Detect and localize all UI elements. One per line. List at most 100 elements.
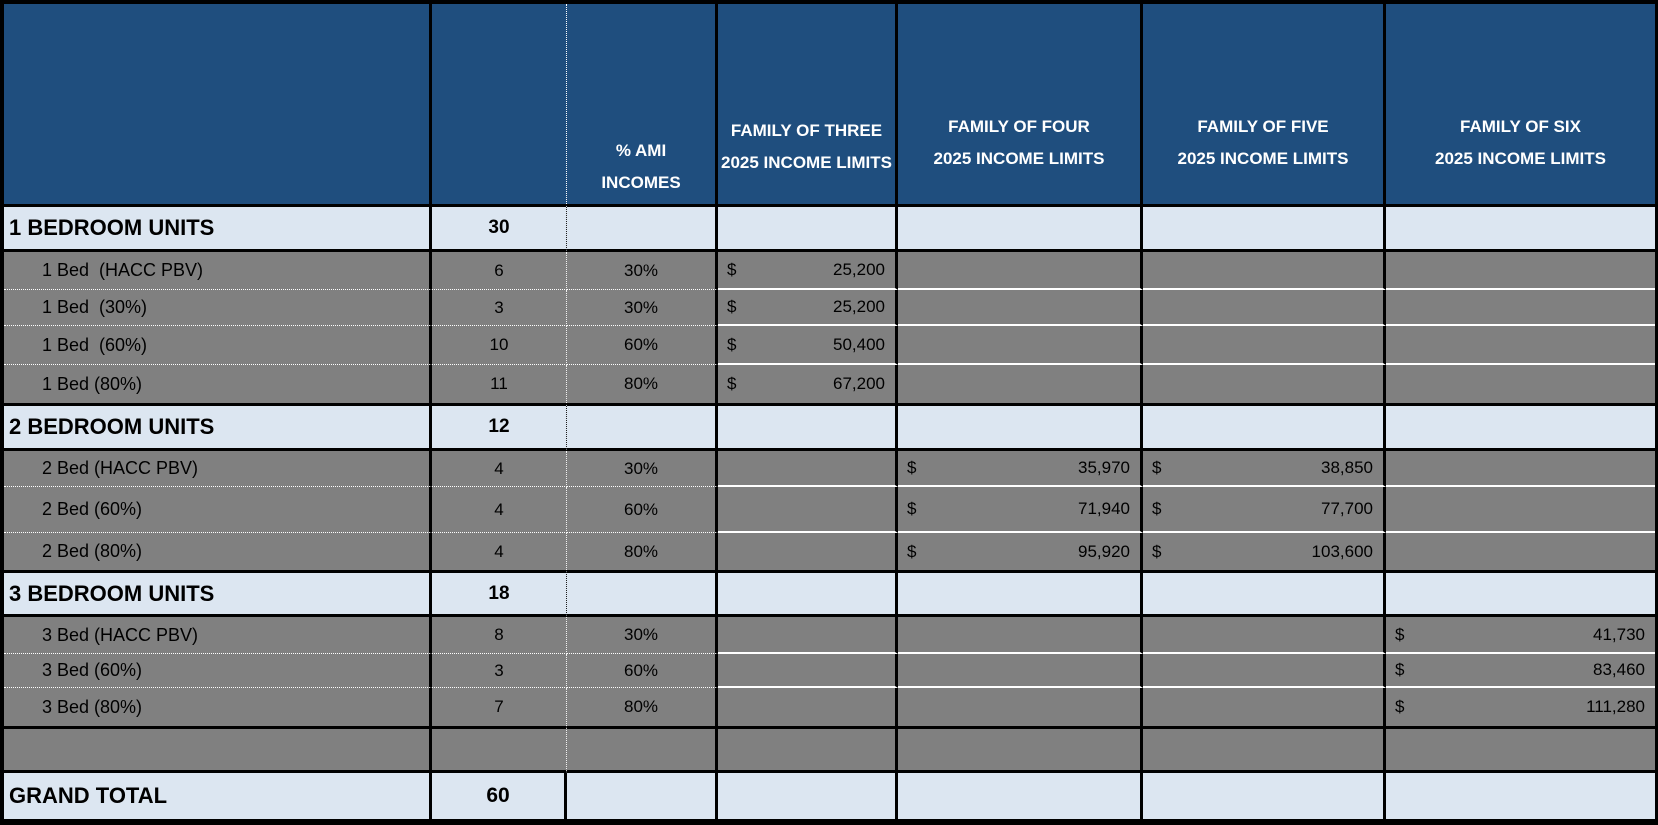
f3-cell[interactable]: $67,200	[718, 365, 898, 403]
unit-count[interactable]: 4	[432, 451, 567, 487]
f4-cell[interactable]	[898, 204, 1143, 252]
f3-cell[interactable]	[718, 773, 898, 819]
section-count[interactable]: 18	[432, 570, 567, 617]
unit-count[interactable]: 4	[432, 533, 567, 570]
f5-cell[interactable]: $38,850	[1143, 451, 1386, 487]
section-label[interactable]: 1 BEDROOM UNITS	[4, 204, 432, 252]
f6-cell[interactable]	[1386, 252, 1655, 290]
section-label[interactable]: 3 BEDROOM UNITS	[4, 570, 432, 617]
f3-cell[interactable]	[718, 533, 898, 570]
ami-cell[interactable]: 30%	[567, 617, 718, 654]
f4-cell[interactable]: $35,970	[898, 451, 1143, 487]
ami-cell[interactable]	[567, 403, 718, 451]
f3-cell[interactable]	[718, 403, 898, 451]
f3-cell[interactable]	[718, 487, 898, 533]
section-label[interactable]: 2 BEDROOM UNITS	[4, 403, 432, 451]
f5-cell[interactable]	[1143, 326, 1386, 365]
ami-cell[interactable]: 60%	[567, 487, 718, 533]
f5-cell[interactable]	[1143, 570, 1386, 617]
f4-cell[interactable]	[898, 365, 1143, 403]
f6-cell[interactable]: $41,730	[1386, 617, 1655, 654]
f5-cell[interactable]	[1143, 365, 1386, 403]
unit-label[interactable]: 1 Bed (60%)	[4, 326, 432, 365]
f3-cell[interactable]	[718, 617, 898, 654]
unit-label[interactable]: 1 Bed (HACC PBV)	[4, 252, 432, 290]
f3-cell[interactable]	[718, 688, 898, 726]
unit-count[interactable]: 10	[432, 326, 567, 365]
f6-cell[interactable]	[1386, 773, 1655, 819]
f5-cell[interactable]	[1143, 688, 1386, 726]
f3-cell[interactable]: $50,400	[718, 326, 898, 365]
empty-cell[interactable]	[432, 726, 567, 773]
empty-cell[interactable]	[1143, 726, 1386, 773]
unit-label[interactable]: 3 Bed (HACC PBV)	[4, 617, 432, 654]
f4-cell[interactable]	[898, 773, 1143, 819]
f3-cell[interactable]	[718, 204, 898, 252]
ami-cell[interactable]: 30%	[567, 290, 718, 326]
f6-cell[interactable]	[1386, 204, 1655, 252]
ami-cell[interactable]: 60%	[567, 654, 718, 688]
f6-cell[interactable]	[1386, 290, 1655, 326]
f3-cell[interactable]	[718, 451, 898, 487]
f5-cell[interactable]	[1143, 773, 1386, 819]
unit-label[interactable]: 2 Bed (HACC PBV)	[4, 451, 432, 487]
unit-count[interactable]: 6	[432, 252, 567, 290]
f4-cell[interactable]	[898, 326, 1143, 365]
f6-cell[interactable]	[1386, 451, 1655, 487]
f6-cell[interactable]	[1386, 365, 1655, 403]
f6-cell[interactable]	[1386, 487, 1655, 533]
grand-total-count[interactable]: 60	[432, 773, 567, 819]
f5-cell[interactable]: $77,700	[1143, 487, 1386, 533]
ami-cell[interactable]: 80%	[567, 533, 718, 570]
empty-cell[interactable]	[718, 726, 898, 773]
unit-count[interactable]: 3	[432, 654, 567, 688]
f6-cell[interactable]: $83,460	[1386, 654, 1655, 688]
f3-cell[interactable]: $25,200	[718, 290, 898, 326]
f4-cell[interactable]: $71,940	[898, 487, 1143, 533]
f6-cell[interactable]	[1386, 326, 1655, 365]
empty-cell[interactable]	[898, 726, 1143, 773]
grand-total-label[interactable]: GRAND TOTAL	[4, 773, 432, 819]
ami-cell[interactable]	[567, 773, 718, 819]
f5-cell[interactable]	[1143, 654, 1386, 688]
empty-cell[interactable]	[1386, 726, 1655, 773]
unit-label[interactable]: 1 Bed (30%)	[4, 290, 432, 326]
f5-cell[interactable]	[1143, 290, 1386, 326]
ami-cell[interactable]: 30%	[567, 252, 718, 290]
ami-cell[interactable]: 30%	[567, 451, 718, 487]
f4-cell[interactable]	[898, 654, 1143, 688]
f4-cell[interactable]: $95,920	[898, 533, 1143, 570]
unit-count[interactable]: 11	[432, 365, 567, 403]
unit-label[interactable]: 2 Bed (60%)	[4, 487, 432, 533]
unit-count[interactable]: 4	[432, 487, 567, 533]
ami-cell[interactable]: 80%	[567, 688, 718, 726]
unit-count[interactable]: 3	[432, 290, 567, 326]
f5-cell[interactable]	[1143, 617, 1386, 654]
f4-cell[interactable]	[898, 290, 1143, 326]
ami-cell[interactable]: 80%	[567, 365, 718, 403]
section-count[interactable]: 30	[432, 204, 567, 252]
f4-cell[interactable]	[898, 688, 1143, 726]
ami-cell[interactable]	[567, 204, 718, 252]
header-family-of-three[interactable]: FAMILY OF THREE 2025 INCOME LIMITS	[718, 4, 898, 204]
header-blank-label[interactable]	[4, 4, 432, 204]
f5-cell[interactable]: $103,600	[1143, 533, 1386, 570]
f4-cell[interactable]	[898, 403, 1143, 451]
f6-cell[interactable]	[1386, 403, 1655, 451]
f5-cell[interactable]	[1143, 204, 1386, 252]
ami-cell[interactable]: 60%	[567, 326, 718, 365]
header-ami-incomes[interactable]: % AMI INCOMES	[567, 4, 718, 204]
f3-cell[interactable]	[718, 654, 898, 688]
f5-cell[interactable]	[1143, 252, 1386, 290]
f6-cell[interactable]: $111,280	[1386, 688, 1655, 726]
f4-cell[interactable]	[898, 252, 1143, 290]
unit-label[interactable]: 2 Bed (80%)	[4, 533, 432, 570]
unit-label[interactable]: 1 Bed (80%)	[4, 365, 432, 403]
header-family-of-five[interactable]: FAMILY OF FIVE 2025 INCOME LIMITS	[1143, 4, 1386, 204]
f4-cell[interactable]	[898, 617, 1143, 654]
f3-cell[interactable]	[718, 570, 898, 617]
unit-count[interactable]: 8	[432, 617, 567, 654]
unit-label[interactable]: 3 Bed (80%)	[4, 688, 432, 726]
f6-cell[interactable]	[1386, 533, 1655, 570]
section-count[interactable]: 12	[432, 403, 567, 451]
